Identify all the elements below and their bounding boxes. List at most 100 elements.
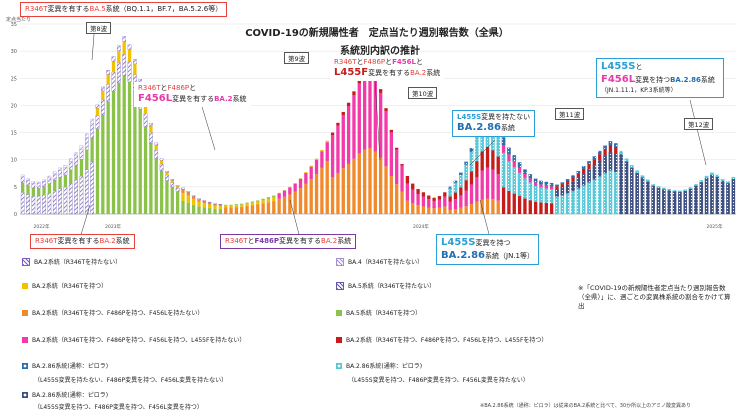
bar-segment — [261, 203, 265, 214]
bar-segment — [448, 209, 452, 214]
bar-segment — [411, 183, 415, 190]
bar-segment — [117, 45, 121, 51]
bar-segment — [320, 149, 324, 152]
bar-segment — [581, 185, 586, 215]
bar-segment — [143, 105, 148, 114]
bar-segment — [95, 104, 100, 109]
bar-segment — [549, 189, 554, 204]
bar-segment — [597, 176, 602, 215]
x-year-label: 2023年 — [105, 223, 121, 230]
bar-segment — [288, 187, 292, 195]
bar-segment — [309, 166, 313, 180]
bar-segment — [405, 183, 410, 201]
bar-segment — [352, 158, 356, 214]
bar-segment — [405, 200, 410, 214]
bar-segment — [192, 204, 196, 214]
bar-segment — [63, 186, 68, 215]
bar-segment — [544, 188, 549, 203]
bar-segment — [389, 129, 394, 133]
bar-segment — [576, 188, 581, 215]
bar-segment — [250, 205, 255, 214]
bar-segment — [592, 164, 597, 180]
bar-segment — [603, 172, 607, 215]
bar-segment — [576, 173, 581, 178]
callout-pointer — [289, 199, 301, 239]
bar-segment — [443, 192, 447, 197]
bar-segment — [111, 56, 116, 62]
bar-segment — [245, 206, 249, 214]
bar-segment — [111, 91, 116, 214]
callout-ba2-l455f: R346TとF486PとF456Lと L455F変異を有するBA.2系統 — [330, 56, 445, 82]
bar-segment — [341, 115, 345, 169]
bar-segment — [464, 161, 468, 165]
bar-segment — [667, 190, 672, 215]
bar-segment — [512, 166, 517, 194]
bar-segment — [635, 172, 639, 215]
bar-segment — [288, 186, 292, 188]
bar-segment — [330, 177, 335, 214]
bar-segment — [298, 188, 303, 214]
bar-segment — [84, 137, 89, 150]
callout-pointer — [469, 139, 496, 166]
callout-pointer — [689, 99, 707, 166]
bar-segment — [346, 102, 351, 107]
bar-segment — [485, 167, 490, 199]
bar-segment — [368, 71, 372, 149]
bar-segment — [282, 190, 287, 197]
bar-segment — [587, 169, 591, 183]
bar-segment — [560, 182, 565, 185]
bar-segment — [405, 176, 410, 184]
bar-segment — [565, 193, 570, 215]
bar-segment — [261, 198, 265, 201]
bar-segment — [240, 204, 244, 207]
bar-segment — [720, 179, 725, 182]
bar-segment — [603, 155, 607, 174]
bar-segment — [437, 207, 442, 214]
bar-segment — [720, 180, 725, 215]
bar-segment — [330, 135, 335, 178]
bar-segment — [36, 196, 41, 215]
y-tick-label: 35 — [11, 22, 17, 28]
callout-ba2-f456l: R346TとF486Pと F456L変異を有するBA.2系統 — [134, 82, 251, 108]
bar-segment — [448, 188, 452, 197]
bar-segment — [293, 183, 297, 184]
calculation-note: ※「COVID-19の新規陽性者定点当たり週別報告数（全県）」に、週ごとの変異株… — [578, 284, 731, 310]
bar-segment — [731, 176, 736, 180]
bar-segment — [314, 158, 319, 160]
bar-segment — [298, 178, 303, 179]
bar-segment — [362, 149, 367, 214]
bar-segment — [432, 197, 436, 201]
bar-segment — [688, 187, 693, 189]
bar-segment — [117, 50, 121, 63]
bar-segment — [565, 184, 570, 194]
bar-segment — [379, 157, 383, 214]
bar-segment — [544, 185, 548, 189]
bar-segment — [170, 186, 174, 214]
bar-segment — [186, 202, 190, 214]
bar-segment — [256, 200, 260, 202]
bar-segment — [186, 192, 190, 196]
legend-item-detail: （L455S変異を持たない、F486P変異を持つ、F456L変異を持たない） — [34, 377, 228, 384]
bar-segment — [186, 195, 190, 203]
bar-segment — [133, 63, 137, 75]
bar-segment — [656, 186, 661, 188]
bar-segment — [667, 188, 672, 191]
bar-segment — [63, 167, 68, 176]
bar-segment — [320, 167, 324, 214]
bar-segment — [309, 165, 313, 167]
bar-segment — [715, 174, 720, 178]
bar-segment — [106, 84, 110, 102]
bar-segment — [528, 174, 533, 179]
callout-ba286-l455s: L455S変異を持つ BA.2.86系統（JN.1等） — [436, 234, 540, 265]
bar-segment — [336, 122, 340, 126]
bar-segment — [726, 182, 730, 215]
wave-label-11: 第11波 — [555, 108, 585, 120]
bar-segment — [731, 178, 736, 215]
bar-segment — [229, 204, 233, 206]
bar-segment — [539, 184, 543, 188]
legend-item: BA.2系統（R346Tを持たない） — [22, 257, 121, 266]
bar-segment — [517, 167, 522, 173]
callout-ba286-no-l455s: L455S変異を持たない BA.2.86系統 — [452, 110, 536, 138]
bar-segment — [576, 177, 581, 189]
